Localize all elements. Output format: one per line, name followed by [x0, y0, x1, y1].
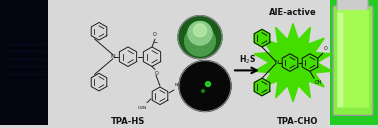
Polygon shape: [254, 29, 270, 47]
Polygon shape: [254, 78, 270, 96]
Text: TPA-HS: TPA-HS: [111, 117, 145, 126]
Circle shape: [194, 24, 207, 37]
Circle shape: [179, 61, 231, 111]
Text: NO$_2$: NO$_2$: [174, 81, 184, 89]
Circle shape: [201, 89, 204, 92]
FancyBboxPatch shape: [337, 0, 368, 11]
Text: OH: OH: [315, 80, 322, 85]
Polygon shape: [330, 0, 378, 125]
Polygon shape: [119, 47, 137, 66]
Polygon shape: [254, 23, 332, 102]
FancyBboxPatch shape: [337, 10, 369, 108]
Text: N: N: [111, 54, 115, 59]
FancyBboxPatch shape: [333, 6, 373, 115]
Circle shape: [188, 21, 212, 45]
Circle shape: [184, 26, 215, 56]
Polygon shape: [143, 47, 161, 66]
Polygon shape: [152, 87, 168, 105]
Text: O: O: [155, 71, 159, 76]
Text: O: O: [153, 32, 157, 37]
Polygon shape: [91, 73, 107, 91]
Circle shape: [206, 82, 211, 87]
Circle shape: [178, 16, 222, 59]
Text: AIE-active: AIE-active: [269, 8, 317, 17]
Polygon shape: [91, 23, 107, 40]
Text: O: O: [324, 46, 328, 51]
Text: TPA-CHO: TPA-CHO: [277, 117, 319, 126]
Polygon shape: [282, 54, 298, 71]
Text: O$_2$N: O$_2$N: [137, 105, 147, 112]
Text: N: N: [275, 60, 279, 65]
Polygon shape: [302, 54, 318, 71]
Polygon shape: [0, 0, 48, 125]
Text: H$_2$S: H$_2$S: [239, 54, 256, 66]
